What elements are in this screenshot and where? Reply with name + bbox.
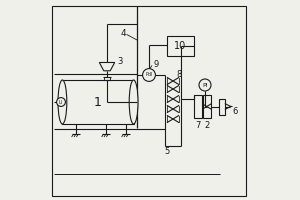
Text: 1: 1 [94, 96, 102, 108]
Text: 9: 9 [154, 60, 159, 69]
Bar [194, 95, 202, 118]
Bar [62, 80, 134, 124]
Circle shape [57, 98, 65, 106]
Circle shape [142, 69, 155, 81]
Text: 8: 8 [177, 70, 182, 79]
Text: 2: 2 [204, 121, 209, 130]
Ellipse shape [129, 80, 138, 124]
Bar [219, 98, 225, 114]
Ellipse shape [58, 80, 67, 124]
Text: 7: 7 [195, 121, 200, 130]
Text: 10: 10 [174, 41, 187, 51]
Text: 3: 3 [117, 57, 122, 66]
Text: 5: 5 [164, 146, 169, 156]
Polygon shape [99, 62, 115, 71]
Text: LI: LI [59, 99, 63, 104]
Bar [203, 95, 211, 118]
Text: 4: 4 [120, 28, 126, 38]
Text: PdI: PdI [145, 72, 153, 77]
Bar [167, 36, 194, 56]
Text: 6: 6 [232, 107, 238, 116]
Circle shape [199, 79, 211, 91]
Text: PI: PI [202, 83, 208, 88]
